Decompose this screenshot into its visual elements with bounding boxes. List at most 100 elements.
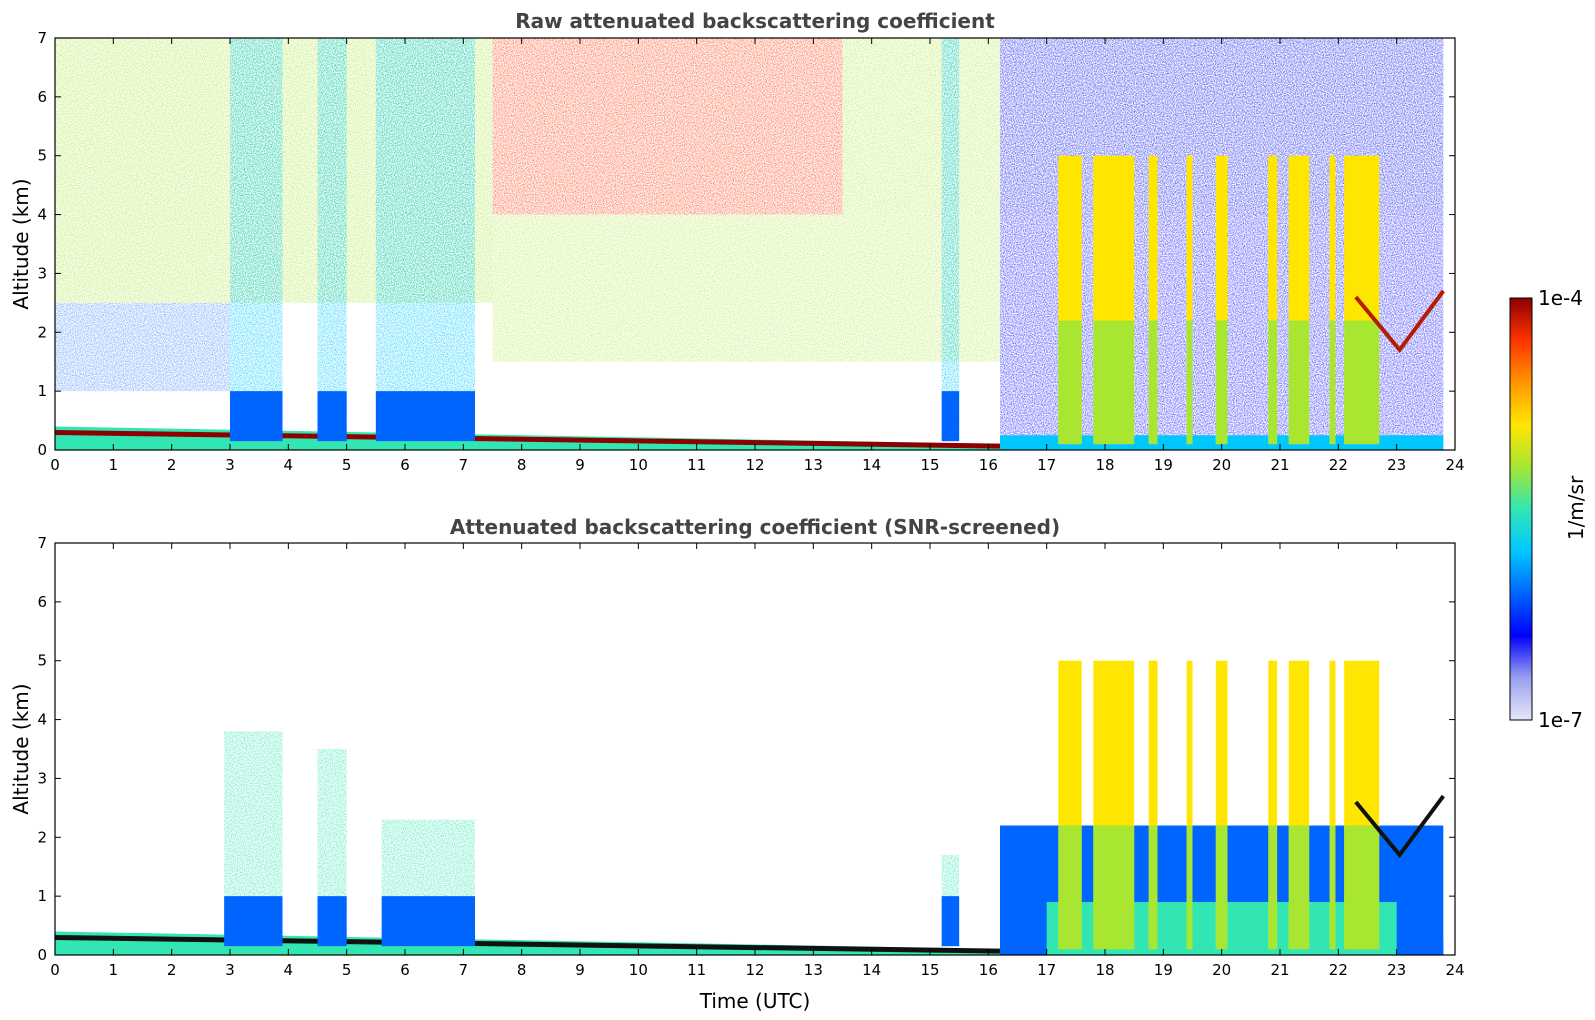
precipitation-column-base [1344,825,1380,950]
cloud-column [941,38,960,442]
precipitation-column [1268,155,1278,445]
x-tick-label: 7 [459,456,469,474]
precipitation-column [1186,155,1193,445]
x-tick-label: 20 [1212,456,1231,474]
x-tick-label: 24 [1445,961,1464,979]
cloud-column [375,38,475,442]
precipitation-column [1148,660,1158,950]
x-tick-label: 19 [1154,961,1173,979]
x-tick-label: 16 [979,961,998,979]
elevated-layer [1354,289,1445,354]
panel-screened-title: Attenuated backscattering coefficient (S… [450,515,1060,539]
x-tick-label: 8 [517,961,527,979]
precipitation-column-base [1058,320,1082,445]
panel-raw: Raw attenuated backscattering coefficien… [9,9,1465,474]
cloud-column [317,38,347,442]
y-tick-label: 3 [37,769,47,787]
precipitation-column-base [1058,825,1082,950]
x-tick-label: 11 [687,456,706,474]
x-tick-label: 22 [1329,961,1348,979]
x-tick-label: 18 [1095,456,1114,474]
x-tick-label: 3 [225,456,235,474]
y-tick-label: 3 [37,264,47,282]
precipitation-column-base [1329,320,1336,445]
precipitation-column-base [1268,320,1278,445]
panel-screened-y-ticks: 0 1 2 3 4 5 6 7 [37,534,1455,964]
x-tick-label: 20 [1212,961,1231,979]
x-tick-label: 1 [109,961,119,979]
precipitation-column [1329,660,1336,950]
precipitation-column-base [1186,825,1193,950]
x-tick-label: 6 [400,961,410,979]
x-tick-label: 7 [459,961,469,979]
x-tick-label: 17 [1037,456,1056,474]
x-tick-label: 6 [400,456,410,474]
x-tick-label: 18 [1095,961,1114,979]
y-tick-label: 5 [37,147,47,165]
x-tick-label: 12 [745,961,764,979]
y-tick-label: 0 [37,441,47,459]
panel-raw-y-ticks: 0 1 2 3 4 5 6 7 [37,29,1455,459]
precipitation-column [1148,155,1158,445]
x-tick-label: 10 [629,456,648,474]
y-tick-label: 1 [37,887,47,905]
panel-raw-x-ticks: 0 1 2 3 4 5 6 7 8 9 10 11 12 13 14 15 16 17 18 19 20 21 22 23 24 [50,38,1465,474]
precipitation-column [1186,660,1193,950]
precipitation-column-base [1329,825,1336,950]
x-tick-label: 2 [167,961,177,979]
x-tick-label: 1 [109,456,119,474]
x-tick-label: 12 [745,456,764,474]
x-tick-label: 2 [167,456,177,474]
precipitation-column-base [1093,825,1135,950]
precipitation-column-base [1215,825,1228,950]
y-tick-label: 2 [37,828,47,846]
x-tick-label: 21 [1270,961,1289,979]
x-tick-label: 4 [284,961,294,979]
x-tick-label: 4 [284,456,294,474]
precipitation-column [1215,660,1228,950]
x-tick-label: 21 [1270,456,1289,474]
y-tick-label: 0 [37,946,47,964]
x-tick-label: 3 [225,961,235,979]
precipitation-column-base [1268,825,1278,950]
y-tick-label: 7 [37,29,47,47]
x-tick-label: 14 [862,456,881,474]
y-tick-label: 6 [37,88,47,106]
y-tick-label: 2 [37,323,47,341]
precipitation-column-base [1148,320,1158,445]
panel-screened-heatmap [55,660,1445,955]
precipitation-column-base [1288,825,1310,950]
x-tick-label: 22 [1329,456,1348,474]
panel-screened-y-label: Altitude (km) [9,683,33,814]
panel-raw-plot [55,38,1445,450]
colorbar-unit-label: 1/m/sr [1564,475,1588,540]
x-tick-label: 13 [804,456,823,474]
x-tick-label: 23 [1387,961,1406,979]
panel-raw-heatmap [55,38,1445,450]
precipitation-column [1268,660,1278,950]
x-tick-label: 16 [979,456,998,474]
colorbar-max-label: 1e-4 [1538,286,1583,310]
precipitation-column-base [1288,320,1310,445]
y-tick-label: 4 [37,711,47,729]
precipitation-column-base [1344,320,1380,445]
colorbar: 1e-4 1e-7 1/m/sr [1509,286,1588,732]
precipitation-column-base [1215,320,1228,445]
x-tick-label: 24 [1445,456,1464,474]
x-tick-label: 9 [575,456,585,474]
x-tick-label: 23 [1387,456,1406,474]
colorbar-gradient [1509,297,1533,721]
panel-raw-title: Raw attenuated backscattering coefficien… [515,9,995,33]
x-tick-label: 8 [517,456,527,474]
x-tick-label: 5 [342,961,352,979]
boundary-layer-top [55,934,1001,954]
panel-screened-x-ticks: 0 1 2 3 4 5 6 7 8 9 10 11 12 13 14 15 16 17 18 19 20 21 22 23 24 [50,543,1465,979]
x-tick-label: 10 [629,961,648,979]
x-tick-label: 15 [920,961,939,979]
cloud-column [230,38,283,442]
x-tick-label: 0 [50,456,60,474]
x-tick-label: 17 [1037,961,1056,979]
panel-screened-plot [55,660,1445,955]
elevated-layer [1354,794,1445,859]
